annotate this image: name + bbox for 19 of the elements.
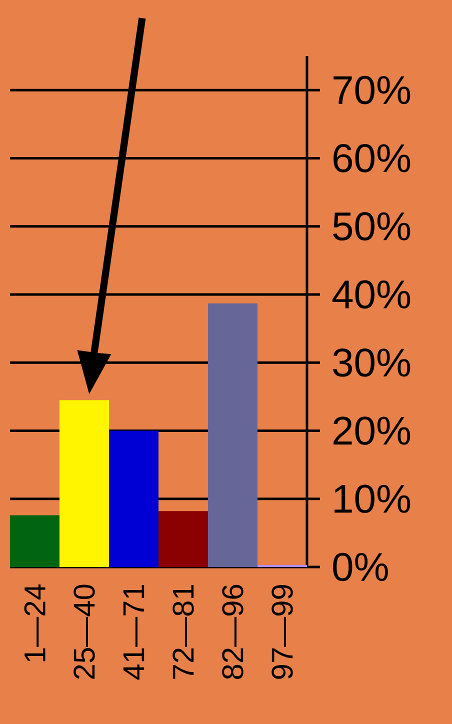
bar	[10, 515, 60, 567]
bar	[60, 400, 109, 567]
y-tick-label: 60%	[334, 144, 410, 172]
bar	[208, 303, 258, 567]
y-tick-label: 20%	[334, 416, 410, 445]
x-tick-label: 1—24	[24, 584, 46, 662]
y-tick-label: 40%	[332, 280, 410, 309]
x-tick-label: 25—40	[74, 584, 95, 679]
y-tick-label: 30%	[333, 348, 410, 377]
bar	[109, 430, 158, 567]
y-tick-label: 50%	[333, 212, 410, 241]
bar	[158, 511, 208, 567]
y-tick-label: 0%	[333, 552, 388, 582]
x-tick-label: 41—71	[123, 585, 144, 680]
y-tick-label: 70%	[334, 76, 410, 104]
x-tick-label: 82—96	[222, 584, 244, 679]
x-tick-label: 72—81	[172, 585, 194, 679]
x-tick-label: 97—99	[272, 584, 293, 679]
y-tick-label: 10%	[334, 484, 410, 514]
